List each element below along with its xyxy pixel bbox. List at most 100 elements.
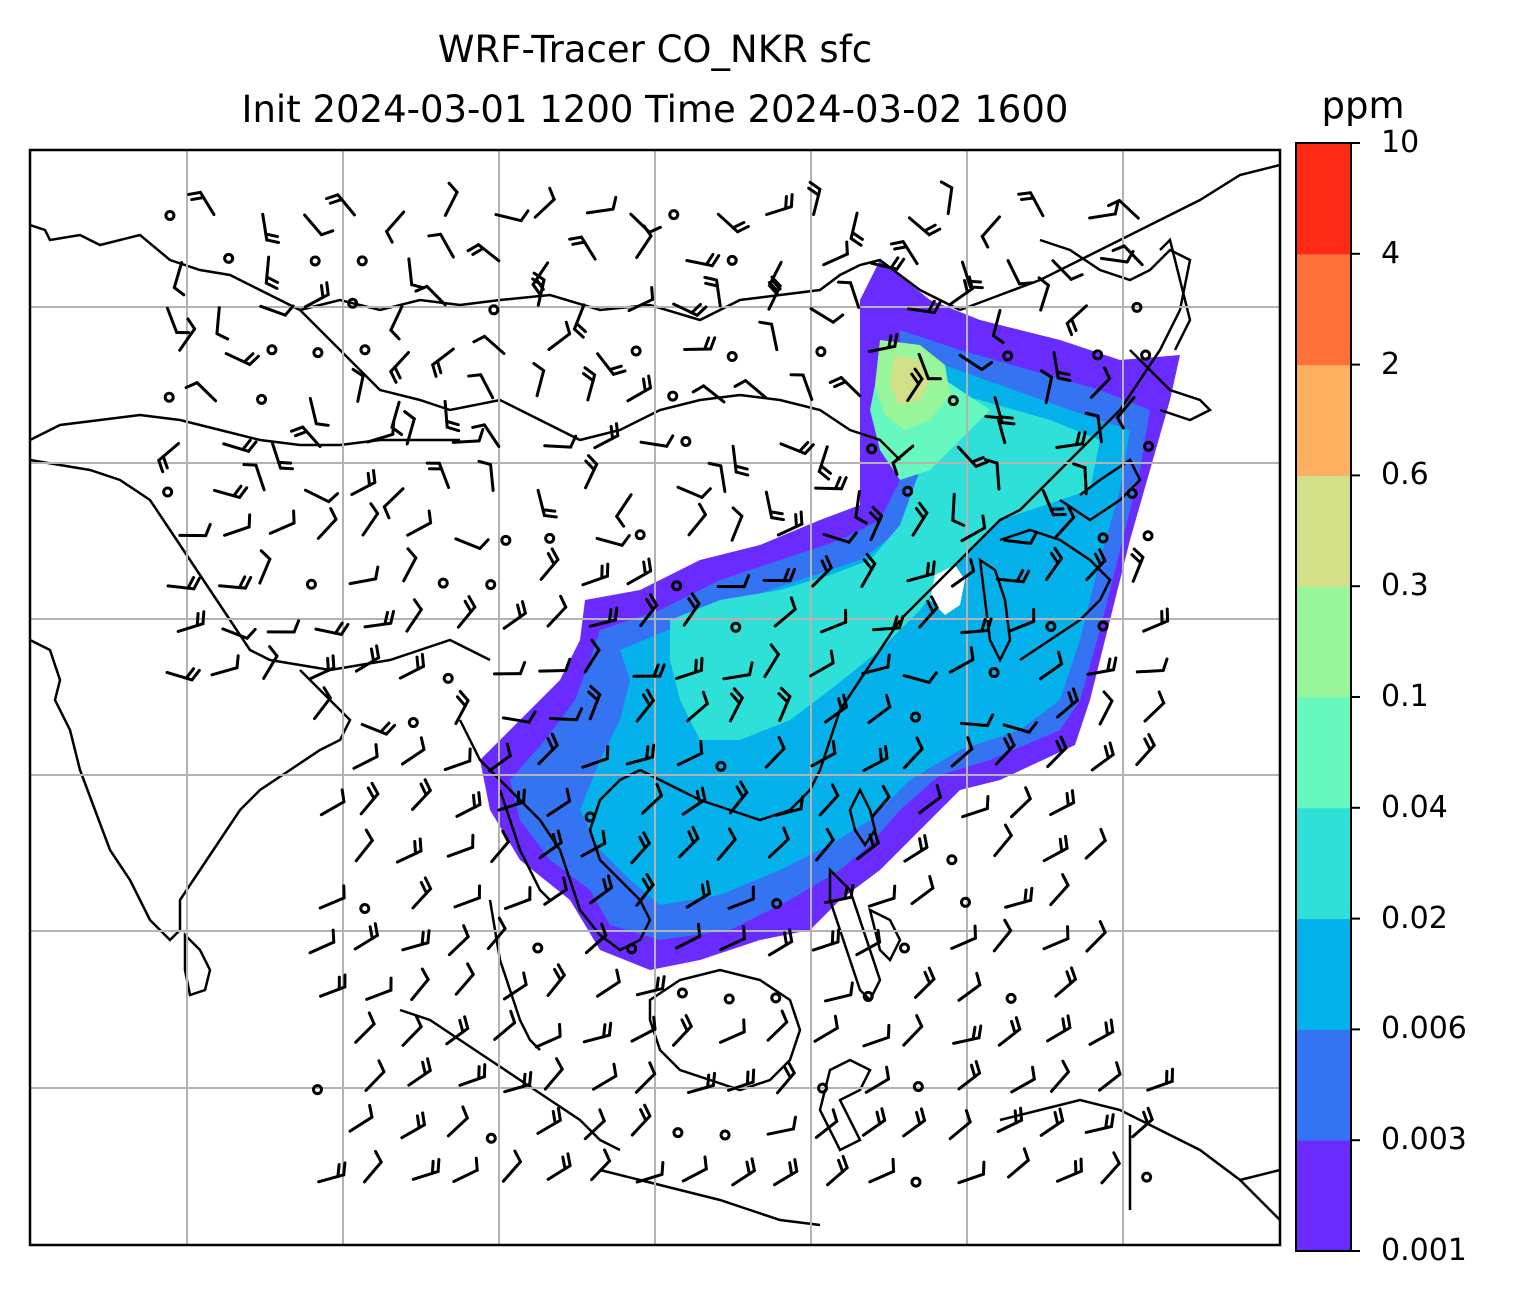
wind-barb [776, 510, 804, 537]
wind-barb [356, 255, 368, 267]
wind-barb [549, 707, 584, 722]
wind-barb [861, 1107, 887, 1137]
wind-barb [766, 1009, 789, 1042]
wind-barb [490, 829, 510, 864]
wind-barb [1010, 1065, 1036, 1094]
wind-barb [813, 1014, 839, 1043]
wind-barb [1003, 531, 1038, 545]
wind-barb [348, 1103, 374, 1133]
calm-circle [1097, 620, 1109, 632]
wind-barb [849, 211, 864, 247]
wind-barb [487, 742, 512, 773]
wind-barb [536, 1106, 562, 1135]
wind-barb [547, 320, 572, 352]
wind-barb [635, 224, 653, 260]
wind-barb [314, 621, 350, 636]
wind-barb [995, 568, 1031, 584]
coastlines [30, 163, 1280, 1227]
wind-barb [411, 1158, 441, 1181]
wind-barb [671, 580, 683, 592]
wind-barb [532, 942, 544, 954]
wind-barb [993, 396, 1016, 426]
plot-title-line1: WRF-Tracer CO_NKR sfc [437, 28, 873, 71]
calm-circle [719, 1129, 731, 1141]
wind-barb [862, 744, 889, 772]
wind-barb [443, 181, 459, 217]
wind-barb [1088, 200, 1120, 220]
wind-barb [223, 252, 235, 264]
wind-barb [809, 307, 845, 324]
wind-barb [162, 486, 174, 498]
wind-barb [1054, 966, 1077, 998]
wind-barb [319, 973, 347, 998]
wind-barb [406, 509, 433, 537]
wind-barb [1142, 607, 1170, 633]
colorbar-swatch [1296, 475, 1351, 587]
wind-barb [1142, 530, 1154, 542]
colorbar [1296, 142, 1360, 1252]
wind-barb [902, 671, 938, 684]
wind-barb [427, 232, 455, 259]
wind-barb [1090, 741, 1115, 772]
wind-barb [1065, 304, 1088, 337]
wind-barb [912, 1081, 924, 1093]
colorbar-swatch [1296, 697, 1351, 809]
calm-circle [162, 486, 174, 498]
wind-barb [807, 180, 822, 217]
wind-barb [766, 1115, 797, 1136]
wind-barb [854, 490, 868, 525]
wind-barb [680, 436, 692, 448]
wind-barb [258, 549, 272, 585]
wind-barb [676, 987, 688, 999]
wind-barb [719, 925, 746, 952]
wind-barb [308, 396, 330, 427]
wind-barb [726, 254, 738, 266]
wind-barb [215, 306, 230, 341]
wind-barb [819, 608, 848, 634]
wind-barb [678, 825, 700, 859]
colorbar-tick-label: 0.001 [1381, 1233, 1467, 1268]
wind-barb [442, 672, 454, 684]
wind-barb [538, 657, 572, 673]
wind-barb [425, 461, 451, 490]
wind-barb [811, 928, 841, 952]
wind-barb [723, 993, 735, 1005]
wind-barb [365, 976, 393, 1001]
wind-barb [362, 1150, 383, 1184]
wind-barb [918, 784, 942, 815]
wind-barb [1042, 925, 1070, 951]
wind-barb [1006, 1147, 1030, 1179]
wind-barb [580, 829, 607, 858]
wind-barb [961, 795, 990, 819]
wind-barb [584, 454, 599, 490]
wind-barb [536, 488, 558, 519]
calm-circle [305, 578, 317, 590]
wind-barb [583, 638, 601, 674]
wind-barb [537, 732, 559, 766]
wind-barb [902, 1107, 927, 1138]
wind-barb [815, 827, 835, 862]
wind-barb [1143, 440, 1155, 452]
wind-barb [589, 874, 614, 905]
wind-barb [823, 693, 849, 724]
colorbar-tick-label: 0.6 [1381, 457, 1429, 493]
wind-barb [503, 885, 532, 911]
wind-barb [860, 552, 877, 588]
wind-barb [210, 654, 240, 677]
wind-barb [718, 1018, 746, 1044]
calm-circle [407, 717, 419, 729]
wind-barb [488, 304, 500, 316]
wind-barb [707, 461, 727, 494]
calm-circle [1097, 532, 1109, 544]
wind-barb [318, 884, 346, 910]
wind-barb [1054, 505, 1076, 539]
wind-barb [906, 560, 936, 583]
wind-barb [615, 493, 633, 528]
wind-barb [443, 399, 461, 433]
wind-barb [361, 502, 380, 537]
wind-barb [471, 423, 501, 448]
wind-barb [1072, 462, 1088, 496]
wind-barb [728, 687, 744, 723]
wind-barb [949, 275, 974, 306]
